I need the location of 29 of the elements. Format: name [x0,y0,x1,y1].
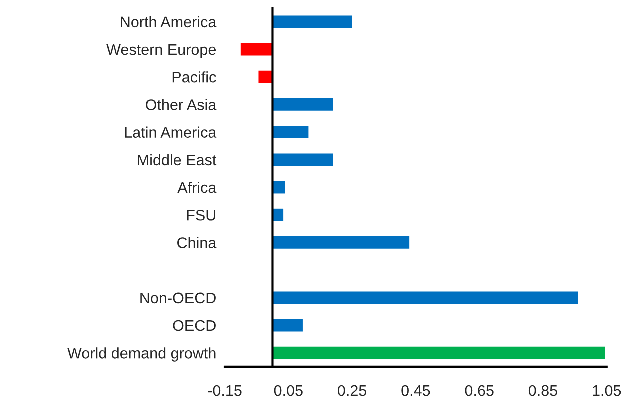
y-tick-label: Western Europe [106,44,216,58]
y-tick-label: China [178,237,217,248]
x-tick-label: 0.65 [465,385,494,396]
bar [272,292,578,304]
y-tick-label: Non-OECD [140,292,216,304]
y-tick-label: OECD [173,320,216,332]
x-tick-label: 1.05 [593,385,622,396]
y-tick-label: Pacific [172,72,216,83]
bar [272,236,410,249]
bar [272,16,352,28]
y-tick-label: Middle East [138,154,217,166]
x-tick-label: 0.05 [274,385,303,396]
x-tick-label: 0.45 [402,385,430,396]
y-tick-label: FSU [187,210,216,221]
x-tick-label: 0.25 [338,385,367,396]
y-tick-label: Other Asia [146,99,217,110]
bar [240,43,273,56]
y-tick-label: Africa [178,182,217,194]
x-tick-label: -0.15 [208,385,242,396]
y-tick-label: World demand growth [68,348,216,362]
bar [272,98,334,111]
y-tick-label: North America [121,16,217,28]
bar [272,154,334,166]
y-tick-label: Latin America [125,126,217,138]
bar [272,346,606,360]
bar [272,319,303,332]
bar [258,70,273,84]
x-tick-label: 0.85 [528,385,558,396]
bar [272,126,309,139]
